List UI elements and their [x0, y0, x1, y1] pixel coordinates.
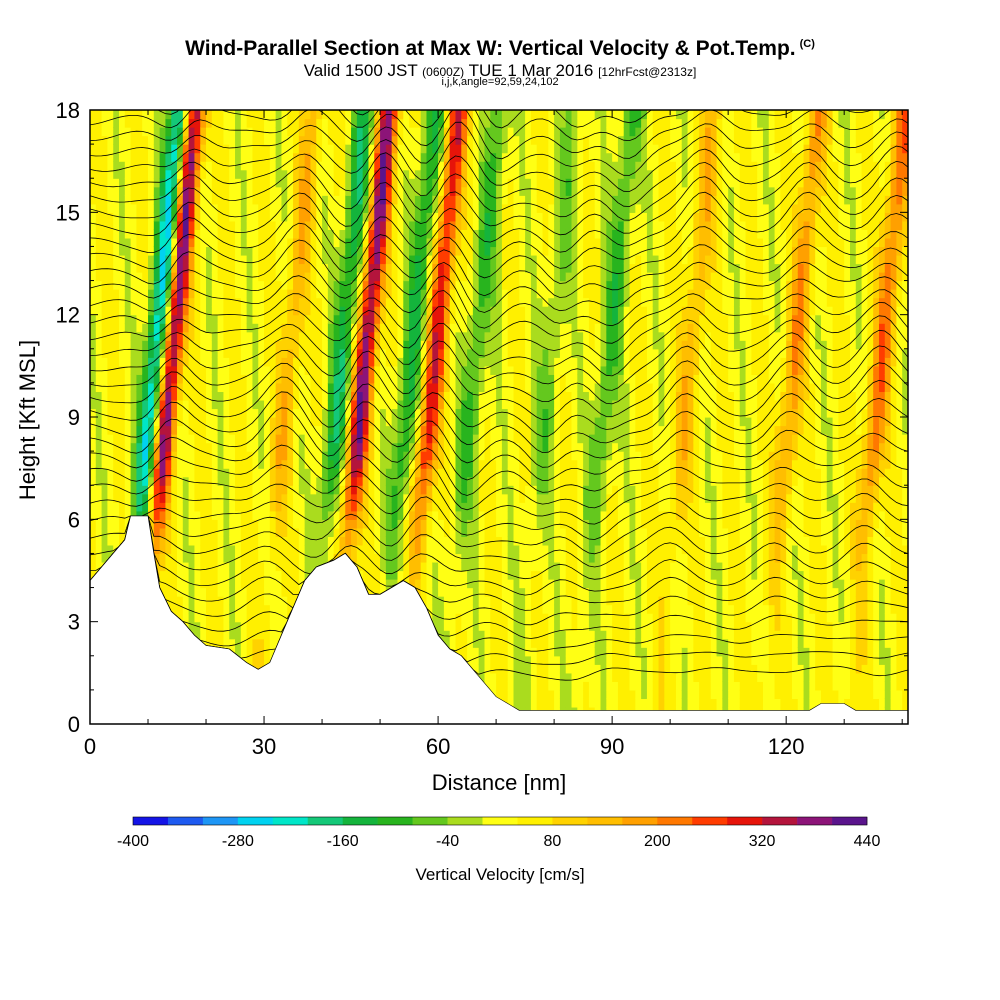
x-axis-title: Distance [nm]	[432, 770, 567, 795]
chart-indices: i,j,k,angle=92,59,24,102	[441, 76, 559, 88]
colorbar: -400 -280 -160 -40 80 200 320 440	[117, 816, 881, 850]
colorbar-swatch	[482, 817, 518, 825]
x-tick-label: 90	[600, 734, 624, 759]
colorbar-swatch	[587, 817, 623, 825]
colorbar-swatch	[342, 817, 378, 825]
y-tick-label: 12	[56, 303, 80, 328]
colorbar-tick-label: 200	[644, 833, 671, 850]
y-tick-label: 0	[68, 712, 80, 737]
colorbar-swatch	[762, 817, 798, 825]
colorbar-swatch	[692, 817, 728, 825]
copyright-mark: (C)	[799, 38, 815, 50]
colorbar-swatch	[377, 817, 413, 825]
y-axis: 0 3 6 9 12 15 18	[56, 98, 908, 737]
colorbar-swatch	[307, 817, 344, 825]
terrain-mask	[90, 515, 908, 724]
colorbar-swatch	[832, 817, 868, 825]
x-tick-label: 30	[252, 734, 276, 759]
colorbar-swatch	[272, 817, 309, 825]
colorbar-tick-label: -400	[117, 833, 149, 850]
colorbar-swatch	[167, 817, 204, 825]
colorbar-swatch	[202, 817, 239, 825]
colorbar-swatch	[412, 817, 448, 825]
x-tick-label: 120	[768, 734, 805, 759]
colorbar-swatch	[133, 817, 169, 825]
y-tick-label: 9	[68, 405, 80, 430]
y-tick-label: 6	[68, 507, 80, 532]
y-tick-label: 15	[56, 200, 80, 225]
x-tick-label: 0	[84, 734, 96, 759]
colorbar-swatch	[622, 817, 658, 825]
colorbar-tick-label: -40	[436, 833, 459, 850]
y-tick-label: 3	[68, 610, 80, 635]
y-tick-label: 18	[56, 98, 80, 123]
colorbar-title: Vertical Velocity [cm/s]	[415, 865, 584, 884]
colorbar-swatch	[237, 817, 274, 825]
colorbar-tick-label: 320	[749, 833, 776, 850]
x-tick-label: 60	[426, 734, 450, 759]
colorbar-tick-label: 80	[544, 833, 562, 850]
colorbar-swatch	[552, 817, 588, 825]
colorbar-swatch	[657, 817, 693, 825]
colorbar-tick-label: -160	[327, 833, 359, 850]
x-axis: 0 30 60 90 120	[84, 110, 903, 759]
colorbar-tick-label: -280	[222, 833, 254, 850]
colorbar-swatch	[727, 817, 763, 825]
y-axis-title: Height [Kft MSL]	[15, 340, 40, 500]
colorbar-swatch	[797, 817, 833, 825]
velocity-field	[90, 110, 908, 724]
chart-subtitle: Valid 1500 JST (0600Z) TUE 1 Mar 2016 [1…	[303, 61, 697, 80]
colorbar-swatch	[447, 817, 483, 825]
theta-contours	[90, 110, 908, 681]
chart-title: Wind-Parallel Section at Max W: Vertical…	[185, 37, 815, 60]
colorbar-swatch	[517, 817, 553, 825]
colorbar-tick-label: 440	[854, 833, 881, 850]
